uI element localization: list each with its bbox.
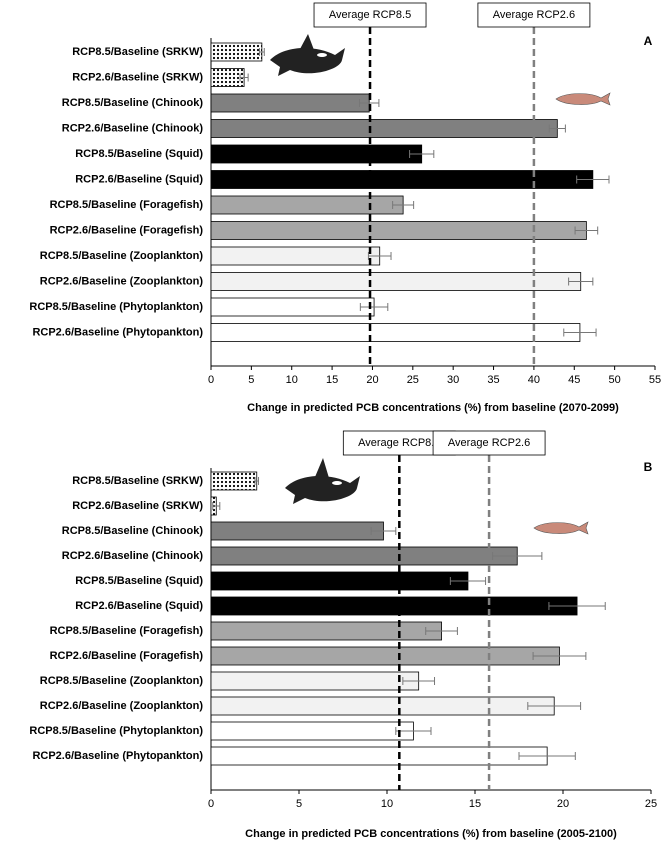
category-label: RCP8.5/Baseline (Squid) xyxy=(75,148,203,160)
reference-label-box xyxy=(477,2,591,28)
x-tick-label: 40 xyxy=(528,374,540,386)
reference-label: Average RCP2.6 xyxy=(448,437,530,449)
panel-label: B xyxy=(644,460,653,474)
reference-label: Average RCP2.6 xyxy=(493,9,575,21)
x-axis-label: Change in predicted PCB concentrations (… xyxy=(245,828,617,840)
category-label: RCP2.6/Baseline (Squid) xyxy=(75,600,203,612)
category-label: RCP2.6/Baseline (SRKW) xyxy=(72,500,203,512)
bar xyxy=(210,144,423,164)
salmon-icon xyxy=(555,92,611,106)
x-tick-label: 20 xyxy=(366,374,378,386)
bar xyxy=(210,546,518,566)
x-tick-label: 0 xyxy=(208,798,214,810)
x-tick-label: 55 xyxy=(649,374,661,386)
x-tick-label: 5 xyxy=(296,798,302,810)
salmon-icon xyxy=(533,521,589,535)
x-tick-label: 20 xyxy=(557,798,569,810)
category-label: RCP8.5/Baseline (Squid) xyxy=(75,575,203,587)
category-label: RCP2.6/Baseline (Chinook) xyxy=(62,550,204,562)
x-tick-label: 50 xyxy=(609,374,621,386)
category-label: RCP2.6/Baseline (Foragefish) xyxy=(50,224,204,236)
reference-label: Average RCP8.5 xyxy=(329,9,411,21)
x-tick-label: 35 xyxy=(487,374,499,386)
bar xyxy=(210,170,594,189)
bar xyxy=(210,68,245,87)
x-axis-label: Change in predicted PCB concentrations (… xyxy=(247,402,619,414)
bar xyxy=(210,596,578,616)
category-label: RCP8.5/Baseline (SRKW) xyxy=(72,46,203,58)
x-tick-label: 45 xyxy=(568,374,580,386)
bar xyxy=(210,571,469,591)
x-tick-label: 25 xyxy=(645,798,657,810)
bar xyxy=(210,471,258,491)
category-label: RCP8.5/Baseline (Phytoplankton) xyxy=(29,301,203,313)
bar xyxy=(210,696,555,716)
orca-icon xyxy=(285,458,360,504)
bar xyxy=(210,119,558,138)
orca-icon xyxy=(270,34,345,76)
bar xyxy=(210,93,370,113)
bar xyxy=(210,671,420,691)
reference-label-box xyxy=(313,2,427,28)
reference-label: Average RCP8.5 xyxy=(358,437,440,449)
bar xyxy=(210,297,375,317)
category-label: RCP8.5/Baseline (Chinook) xyxy=(62,525,204,537)
bar xyxy=(210,272,582,291)
bar xyxy=(210,521,384,541)
category-label: RCP2.6/Baseline (Chinook) xyxy=(62,122,204,134)
x-tick-label: 10 xyxy=(286,374,298,386)
category-label: RCP2.6/Baseline (Squid) xyxy=(75,173,203,185)
category-label: RCP2.6/Baseline (Foragefish) xyxy=(50,650,204,662)
category-label: RCP2.6/Baseline (SRKW) xyxy=(72,71,203,83)
category-label: RCP2.6/Baseline (Zooplankton) xyxy=(40,275,204,287)
x-tick-label: 15 xyxy=(326,374,338,386)
bar xyxy=(210,323,581,342)
x-tick-label: 25 xyxy=(407,374,419,386)
x-tick-label: 10 xyxy=(381,798,393,810)
bar xyxy=(210,221,587,240)
category-label: RCP2.6/Baseline (Zooplankton) xyxy=(40,700,204,712)
category-label: RCP2.6/Baseline (Phytopankton) xyxy=(32,750,203,762)
category-label: RCP8.5/Baseline (Zooplankton) xyxy=(40,675,204,687)
bar xyxy=(210,646,560,666)
category-label: RCP8.5/Baseline (Foragefish) xyxy=(50,625,204,637)
x-tick-label: 15 xyxy=(469,798,481,810)
bar xyxy=(210,42,263,62)
category-label: RCP2.6/Baseline (Phytopankton) xyxy=(32,326,203,338)
category-label: RCP8.5/Baseline (Chinook) xyxy=(62,97,204,109)
x-tick-label: 30 xyxy=(447,374,459,386)
category-label: RCP8.5/Baseline (Foragefish) xyxy=(50,199,204,211)
bar xyxy=(210,621,442,641)
x-tick-label: 5 xyxy=(248,374,254,386)
category-label: RCP8.5/Baseline (Zooplankton) xyxy=(40,250,204,262)
bar xyxy=(210,246,381,266)
panel-label: A xyxy=(644,34,653,48)
bar xyxy=(210,195,404,215)
x-tick-label: 0 xyxy=(208,374,214,386)
bar xyxy=(210,721,414,741)
category-label: RCP8.5/Baseline (SRKW) xyxy=(72,475,203,487)
category-label: RCP8.5/Baseline (Phytoplankton) xyxy=(29,725,203,737)
reference-label-box xyxy=(432,430,546,456)
bar xyxy=(210,746,548,766)
